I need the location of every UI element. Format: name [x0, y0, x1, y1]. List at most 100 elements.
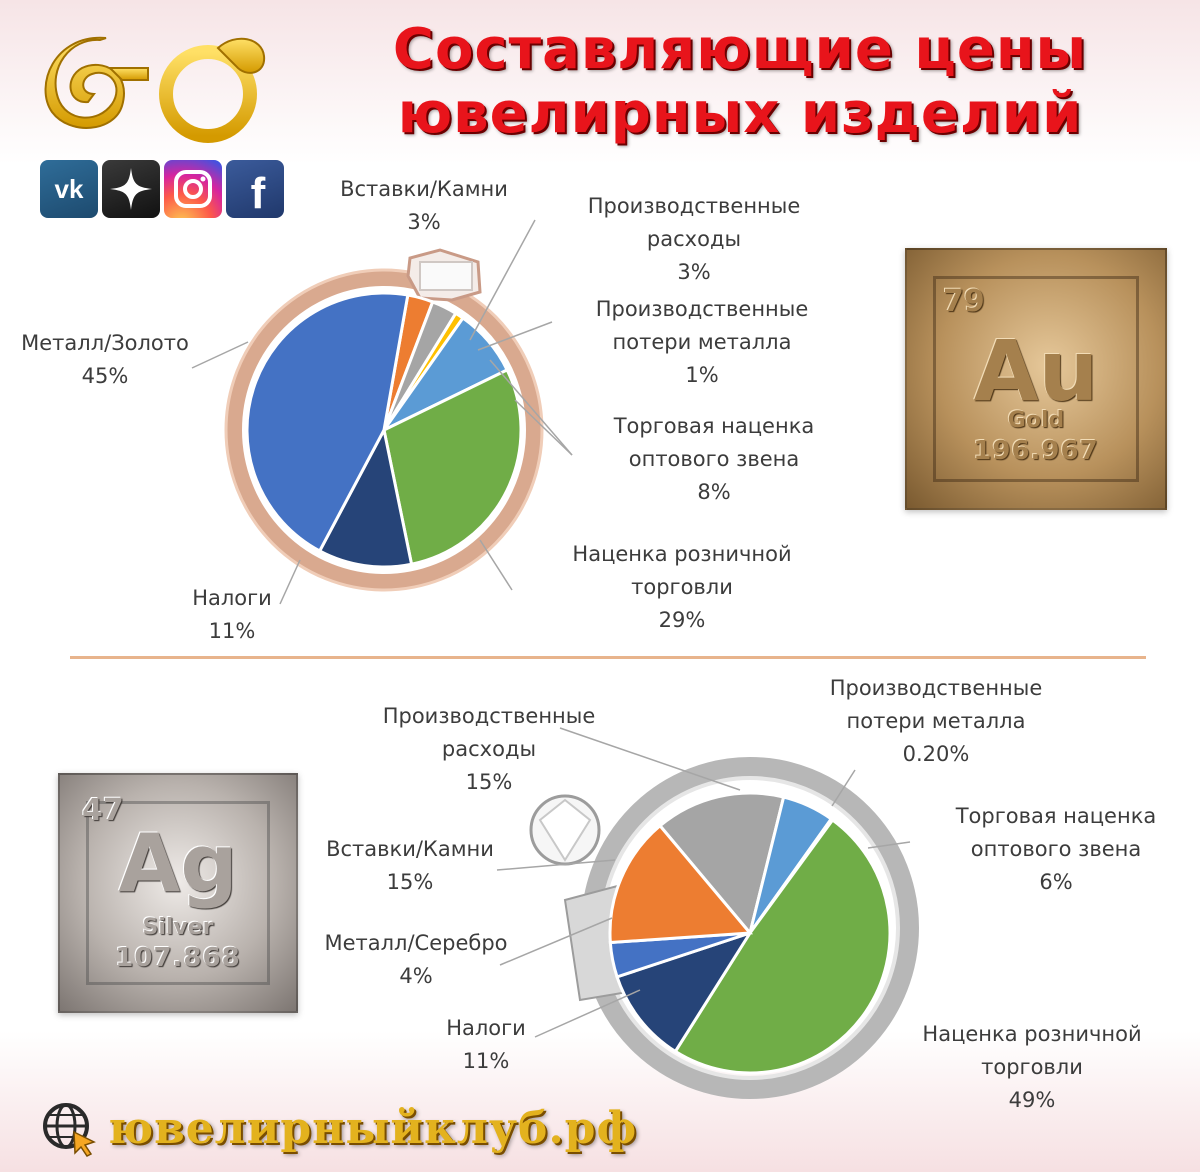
pie-label: Производственные потери металла 0.20% [830, 672, 1043, 771]
pie-label-text: Налоги [446, 1016, 526, 1040]
element-symbol: Au [973, 322, 1099, 420]
silver-element-tile: 47 Ag Silver 107.868 [58, 773, 298, 1013]
element-name: Gold [1007, 408, 1065, 433]
leader-line [514, 399, 573, 456]
pie-label-value: 29% [658, 608, 706, 632]
pie-slice [245, 291, 410, 553]
pie-label: Торговая наценка оптового звена 8% [614, 410, 815, 509]
pie-label: Производственные расходы 15% [383, 700, 596, 799]
element-name: Silver [142, 915, 214, 940]
svg-text:vk: vk [55, 174, 84, 204]
pie-label: Металл/Золото 45% [21, 327, 189, 393]
page-title: Составляющие цены ювелирных изделий [300, 18, 1180, 146]
pie-layer [245, 291, 892, 1075]
pie-label-text: Вставки/Камни [326, 837, 494, 861]
pie-label-text: Производственные [587, 194, 801, 218]
pie-label-text: оптового звена [628, 447, 800, 471]
pie-label-text: расходы [646, 227, 742, 251]
leader-line [499, 917, 613, 966]
pie-label: Производственные расходы 3% [588, 190, 801, 289]
pie-label: Вставки/Камни 3% [340, 173, 508, 239]
pie-chart-1 [245, 291, 523, 569]
pie-label-text: оптового звена [970, 837, 1142, 861]
leader-line [479, 539, 513, 591]
leader-line [831, 769, 856, 807]
footer: ювелирныйклуб.рф [40, 1100, 637, 1158]
pie-label-text: Наценка розничной [572, 542, 792, 566]
vk-icon[interactable]: vk [40, 160, 98, 218]
pie-chart-2 [608, 791, 892, 1075]
atomic-number: 79 [943, 284, 985, 319]
pie-label: Вставки/Камни 15% [326, 833, 494, 899]
leader-line [867, 841, 911, 849]
leader-line [489, 359, 573, 456]
pie-slice [657, 791, 786, 937]
element-symbol: Ag [118, 817, 238, 910]
pie-label-value: 15% [386, 870, 434, 894]
leader-line [477, 321, 553, 351]
leader-line [496, 859, 616, 871]
pie-slice [608, 823, 754, 945]
pie-label-text: Торговая наценка [613, 414, 815, 438]
leader-lines [191, 219, 911, 1038]
pie-label-value: 15% [465, 770, 513, 794]
pie-label-value: 3% [407, 210, 441, 234]
pie-label-value: 4% [399, 964, 433, 988]
pie-label-text: Наценка розничной [922, 1022, 1142, 1046]
site-name[interactable]: ювелирныйклуб.рф [108, 1103, 638, 1154]
pie-label-text: Налоги [192, 586, 272, 610]
pie-label-text: торговли [981, 1055, 1083, 1079]
leader-line [191, 341, 249, 369]
leader-line [534, 989, 641, 1038]
pie-slice [317, 425, 414, 569]
social-icons: vk f [40, 160, 284, 218]
facebook-icon[interactable]: f [226, 160, 284, 218]
section-divider [70, 656, 1146, 659]
zen-icon[interactable] [102, 160, 160, 218]
pie-label-value: 49% [1008, 1088, 1056, 1112]
pie-slice [382, 367, 523, 566]
pie-label-text: Торговая наценка [955, 804, 1157, 828]
pie-label: Металл/Серебро 4% [324, 927, 507, 993]
leader-line [469, 219, 536, 341]
pie-label-text: торговли [631, 575, 733, 599]
pie-label: Наценка розничной торговли 29% [572, 538, 791, 637]
pie-label: Производственные потери металла 1% [596, 293, 809, 392]
pie-label-text: расходы [441, 737, 537, 761]
pie-label-value: 6% [1039, 870, 1073, 894]
leader-line [279, 559, 301, 605]
gold-ring-illustration [224, 248, 544, 592]
pie-label-value: 1% [685, 363, 719, 387]
pie-slice [615, 930, 754, 1054]
pie-label-text: Производственные [595, 297, 809, 321]
atomic-weight: 196.967 [973, 436, 1099, 466]
pie-label-text: Производственные [829, 676, 1043, 700]
pie-label-value: 11% [462, 1049, 510, 1073]
pie-label: Налоги 11% [192, 582, 272, 648]
title-line-2: ювелирных изделий [397, 81, 1083, 146]
leader-line [559, 727, 741, 791]
pie-label-text: Производственные [382, 704, 596, 728]
pie-label: Торговая наценка оптового звена 6% [956, 800, 1157, 899]
instagram-icon[interactable] [164, 160, 222, 218]
pie-label-text: Металл/Серебро [324, 931, 508, 955]
pie-label-value: 0.20% [902, 742, 970, 766]
gold-element-tile: 79 Au Gold 196.967 [905, 248, 1167, 510]
pie-label: Наценка розничной торговли 49% [922, 1018, 1141, 1117]
pie-label-value: 8% [697, 480, 731, 504]
tile-frame [933, 276, 1139, 482]
pie-label-text: потери металла [846, 709, 1026, 733]
atomic-number: 47 [82, 793, 124, 828]
title-line-1: Составляющие цены [392, 17, 1088, 82]
jewelry-club-logo [40, 28, 270, 152]
pie-label-value: 11% [208, 619, 256, 643]
pie-label: Налоги 11% [446, 1012, 526, 1078]
pie-label-text: Вставки/Камни [340, 177, 508, 201]
pie-slice [673, 817, 892, 1075]
atomic-weight: 107.868 [115, 943, 241, 973]
pie-label-value: 3% [677, 260, 711, 284]
tile-frame [86, 801, 270, 985]
pie-label-text: Металл/Золото [21, 331, 189, 355]
